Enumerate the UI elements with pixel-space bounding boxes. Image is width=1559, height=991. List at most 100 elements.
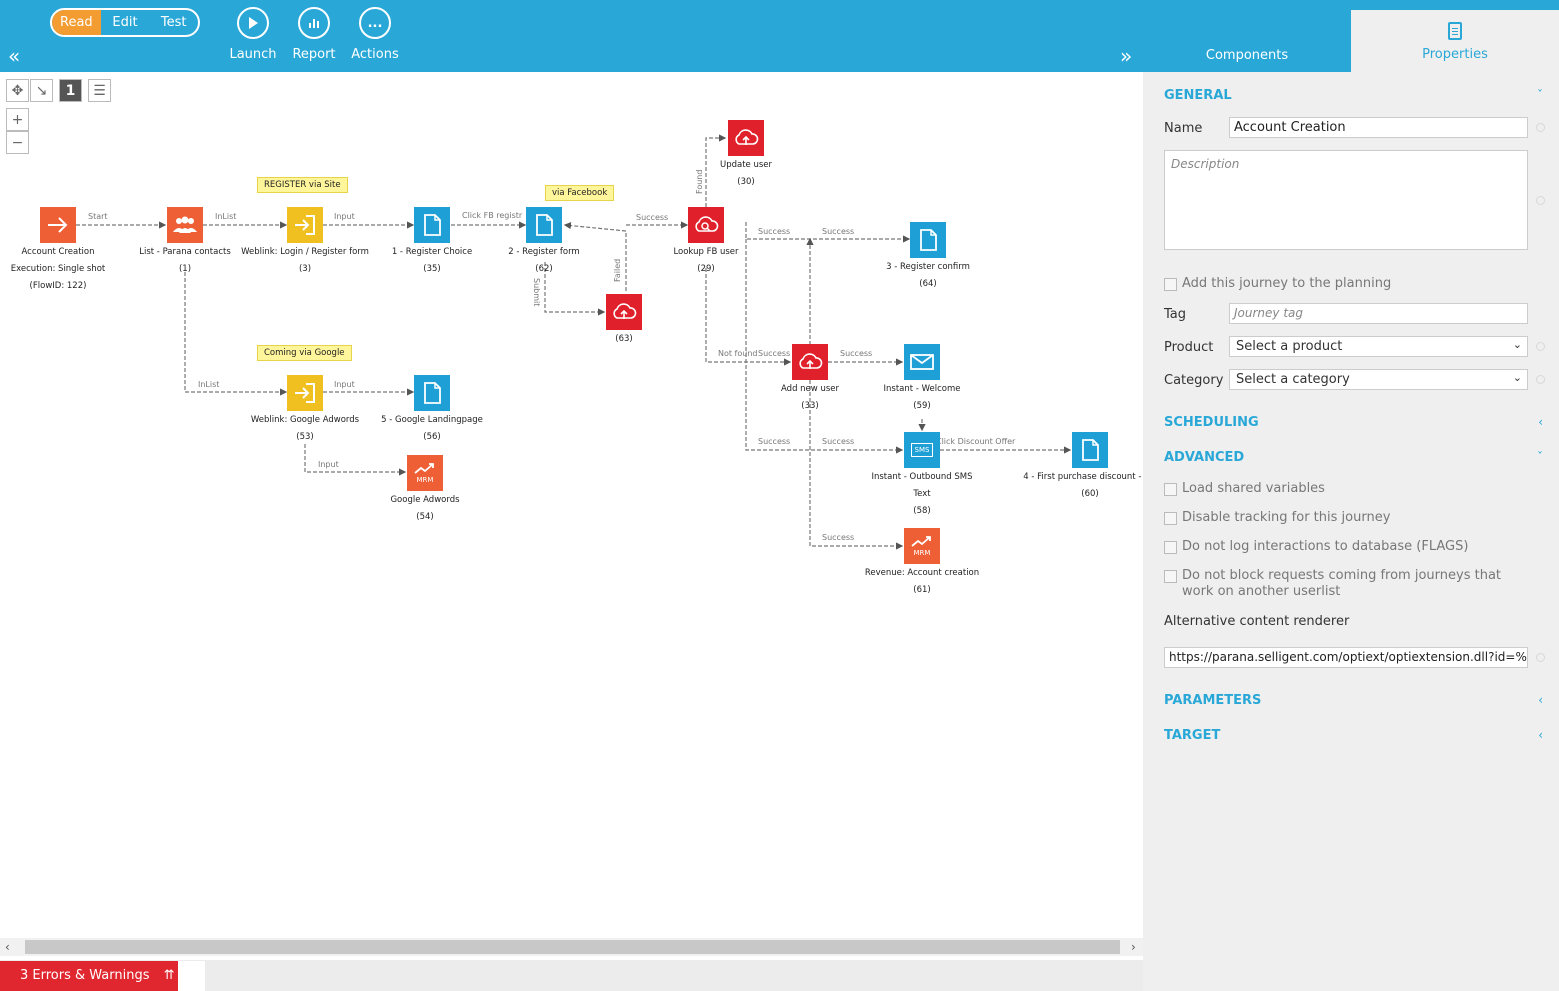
- alt-renderer-field[interactable]: https://parana.selligent.com/optiext/opt…: [1164, 647, 1528, 668]
- name-field[interactable]: Account Creation: [1229, 117, 1528, 138]
- node-label-start: Account Creation Execution: Single shot (F…: [10, 247, 106, 291]
- edge-label: Click Discount Offer: [936, 437, 1016, 446]
- edge-label: Success: [758, 227, 791, 236]
- tab-components-label: Components: [1205, 48, 1289, 63]
- page-icon: [920, 229, 937, 251]
- edge-label: Success: [822, 533, 855, 542]
- tab-components[interactable]: Components: [1143, 10, 1351, 72]
- scroll-right-icon[interactable]: ›: [1131, 940, 1136, 954]
- arrow-right-icon: [48, 217, 68, 233]
- zoom-out-button[interactable]: −: [6, 131, 29, 154]
- list-node[interactable]: [167, 207, 203, 243]
- edge-label: Input: [334, 380, 355, 389]
- chevron-left-icon[interactable]: ‹: [1538, 415, 1543, 429]
- description-field[interactable]: Description: [1164, 150, 1528, 250]
- edge-label: Submit: [532, 278, 541, 307]
- status-spacer: [178, 961, 205, 991]
- chevron-down-icon: ⌄: [1512, 371, 1522, 384]
- disable-tracking-checkbox[interactable]: Disable tracking for this journey: [1164, 510, 1390, 526]
- node-label-google-adwords: Google Adwords (54): [390, 495, 460, 522]
- tab-properties[interactable]: Properties: [1351, 10, 1559, 72]
- view-number-button[interactable]: 1: [59, 79, 82, 102]
- mrm-label: MRM: [914, 549, 931, 557]
- sms-node[interactable]: SMS: [904, 432, 940, 468]
- edge-label: Success: [822, 227, 855, 236]
- collapse-left-icon[interactable]: «: [8, 44, 21, 68]
- horizontal-scrollbar[interactable]: ‹ ›: [0, 938, 1143, 956]
- mode-toggle: Read Edit Test: [50, 8, 200, 37]
- tag-field[interactable]: Journey tag: [1229, 303, 1528, 324]
- note-register-site[interactable]: REGISTER via Site: [257, 177, 348, 193]
- node-label-welcome: Instant - Welcome (59): [883, 384, 961, 411]
- node-label-register-choice: 1 - Register Choice (35): [391, 247, 473, 274]
- section-parameters[interactable]: PARAMETERS: [1164, 693, 1262, 708]
- actions-button[interactable]: ... Actions: [345, 7, 405, 62]
- page-node[interactable]: [414, 207, 450, 243]
- top-toolbar: Read Edit Test « Launch Report ... Actio…: [0, 0, 1559, 72]
- mode-read-button[interactable]: Read: [52, 10, 101, 35]
- chevron-left-icon[interactable]: ‹: [1538, 693, 1543, 707]
- load-shared-checkbox[interactable]: Load shared variables: [1164, 481, 1325, 497]
- page-node[interactable]: [526, 207, 562, 243]
- zoom-in-button[interactable]: +: [6, 108, 29, 131]
- edge-label: Success: [822, 437, 855, 446]
- report-label: Report: [292, 47, 336, 62]
- page-node[interactable]: [910, 222, 946, 258]
- chevron-down-icon[interactable]: ˇ: [1537, 450, 1543, 464]
- cloud-upload-node[interactable]: [606, 294, 642, 330]
- chevron-left-icon[interactable]: ‹: [1538, 728, 1543, 742]
- errors-warnings-button[interactable]: 3 Errors & Warnings ⇈: [0, 961, 178, 991]
- bar-chart-icon: [298, 7, 330, 39]
- page-icon: [536, 214, 553, 236]
- properties-panel: GENERAL ˇ Name Account Creation Descript…: [1143, 72, 1559, 991]
- update-user-node[interactable]: [728, 120, 764, 156]
- sms-icon: SMS: [910, 443, 934, 457]
- scroll-thumb[interactable]: [25, 940, 1120, 954]
- note-coming-google[interactable]: Coming via Google: [257, 345, 352, 361]
- product-select[interactable]: Select a product ⌄: [1229, 336, 1528, 357]
- page-node[interactable]: [414, 375, 450, 411]
- pan-tool-icon[interactable]: ✥: [6, 79, 29, 102]
- add-planning-checkbox[interactable]: Add this journey to the planning: [1164, 276, 1391, 292]
- mode-edit-button[interactable]: Edit: [112, 15, 138, 30]
- node-label-register-confirm: 3 - Register confirm (64): [886, 262, 970, 289]
- tab-properties-label: Properties: [1422, 47, 1488, 62]
- collapse-right-icon[interactable]: »: [1120, 44, 1133, 68]
- edge-label: Success: [636, 213, 669, 222]
- tag-label: Tag: [1164, 307, 1187, 322]
- scroll-left-icon[interactable]: ‹: [5, 940, 10, 954]
- node-label-google-weblink: Weblink: Google Adwords (53): [250, 415, 360, 442]
- edge-label: Not found: [718, 349, 758, 358]
- edge-label: Start: [88, 212, 108, 221]
- section-advanced[interactable]: ADVANCED: [1164, 450, 1245, 465]
- revenue-node[interactable]: MRM: [904, 528, 940, 564]
- note-via-facebook[interactable]: via Facebook: [545, 185, 615, 201]
- start-node[interactable]: [40, 207, 76, 243]
- launch-button[interactable]: Launch: [223, 7, 283, 62]
- revenue-node[interactable]: MRM: [407, 455, 443, 491]
- node-label-lookup: Lookup FB user (29): [673, 247, 739, 274]
- no-log-checkbox[interactable]: Do not log interactions to database (FLA…: [1164, 539, 1468, 555]
- node-label-update-user: Update user (30): [719, 160, 773, 187]
- section-target[interactable]: TARGET: [1164, 728, 1221, 743]
- connect-tool-icon[interactable]: ↘: [30, 79, 53, 102]
- category-select[interactable]: Select a category ⌄: [1229, 369, 1528, 390]
- product-select-value: Select a product: [1236, 339, 1343, 354]
- page-node[interactable]: [1072, 432, 1108, 468]
- list-view-icon[interactable]: ☰: [88, 79, 111, 102]
- page-icon: [424, 382, 441, 404]
- section-scheduling[interactable]: SCHEDULING: [1164, 415, 1259, 430]
- no-block-checkbox[interactable]: Do not block requests coming from journe…: [1164, 568, 1524, 600]
- chevron-down-icon[interactable]: ˇ: [1537, 88, 1543, 102]
- edge-label: Input: [318, 460, 339, 469]
- lookup-node[interactable]: [688, 207, 724, 243]
- trend-up-icon: MRM: [414, 463, 434, 484]
- mode-test-button[interactable]: Test: [160, 15, 187, 30]
- section-general[interactable]: GENERAL: [1164, 88, 1232, 103]
- journey-canvas[interactable]: ✥ ↘ 1 ☰ + − RE: [0, 72, 1143, 940]
- email-node[interactable]: [904, 344, 940, 380]
- add-user-node[interactable]: [792, 344, 828, 380]
- weblink-node[interactable]: [287, 207, 323, 243]
- weblink-node[interactable]: [287, 375, 323, 411]
- report-button[interactable]: Report: [284, 7, 344, 62]
